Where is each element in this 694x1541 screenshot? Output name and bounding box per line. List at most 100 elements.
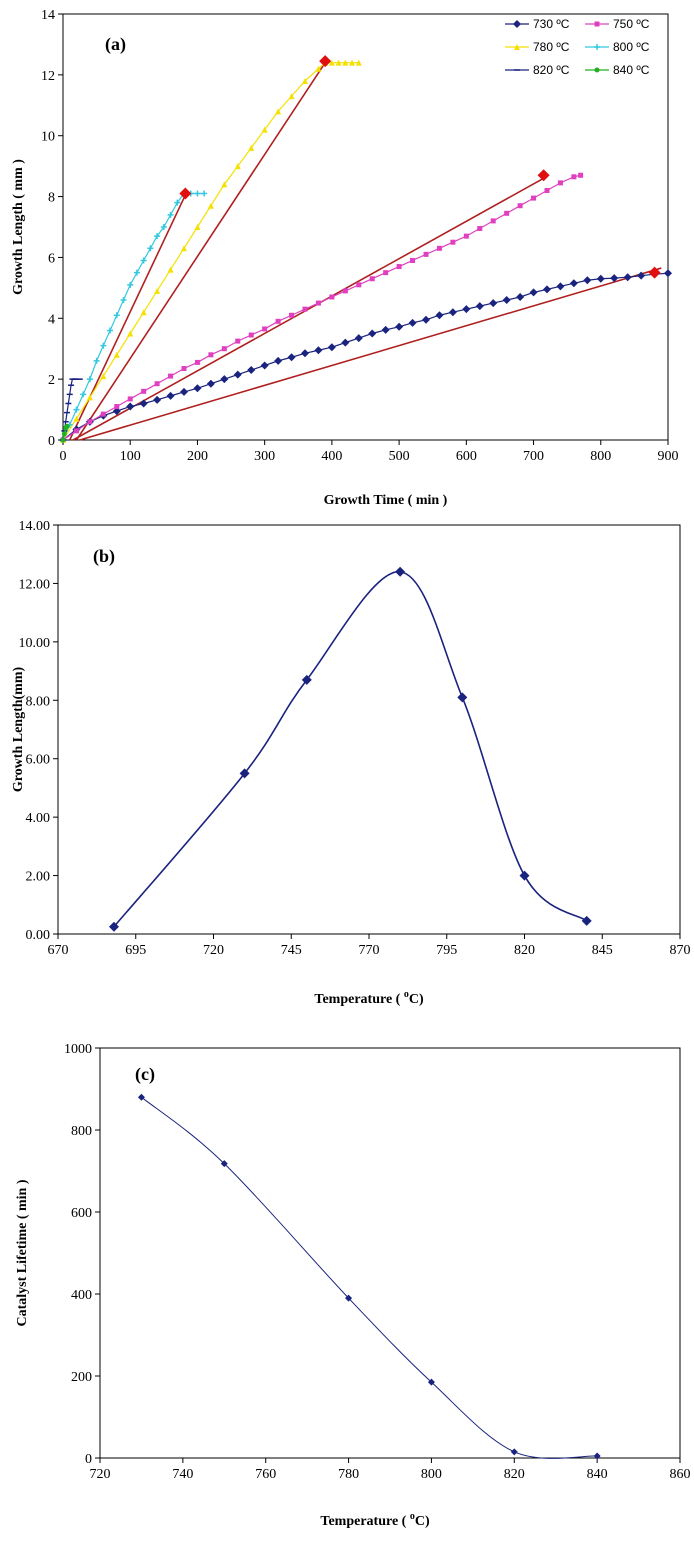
panel-a-data-point <box>206 379 215 388</box>
panel-a-data-point <box>154 287 161 294</box>
panel-c-data-point <box>345 1294 353 1302</box>
panel-a-data-point <box>262 326 268 332</box>
panel-a-data-point <box>100 411 106 417</box>
panel-a-y-tick-label: 4 <box>48 312 55 327</box>
panel-a-y-tick-label: 0 <box>48 434 55 449</box>
panel-a-x-tick-label: 900 <box>658 449 679 464</box>
panel-a-y-tick-label: 12 <box>41 69 55 84</box>
panel-a-data-point <box>112 407 121 416</box>
panel-a-data-point <box>477 226 483 232</box>
panel-a-data-point <box>301 349 309 358</box>
panel-b-y-tick-label: 0.00 <box>26 928 51 943</box>
panel-a-data-point <box>327 343 336 352</box>
panel-a-data-point <box>73 415 80 422</box>
panel-c-y-axis-title: Catalyst Lifetime ( min ) <box>15 1179 30 1326</box>
panel-a-data-point <box>126 402 135 411</box>
panel-c-data-point <box>593 1452 601 1460</box>
panel-a-data-point <box>328 59 335 66</box>
panel-c-x-tick-label: 800 <box>421 1467 442 1482</box>
panel-c-x-tick-label: 860 <box>670 1467 691 1482</box>
panel-b-y-tick-label: 8.00 <box>26 694 51 709</box>
panel-a-data-point <box>462 305 471 314</box>
panel-a-data-point <box>335 59 342 66</box>
panel-a-data-point <box>383 270 389 276</box>
panel-a-data-point <box>368 329 377 338</box>
panel-b-y-tick-label: 14.00 <box>19 519 51 534</box>
panel-b-x-tick-label: 695 <box>125 943 146 958</box>
panel-a-data-point <box>596 274 605 283</box>
panel-a-fit-line <box>75 62 326 441</box>
panel-a-x-tick-label: 600 <box>456 449 477 464</box>
panel-a-data-point <box>569 279 578 288</box>
panel-b-x-tick-label: 670 <box>48 943 69 958</box>
panel-a-data-point <box>113 312 120 319</box>
panel-a-data-point <box>64 423 70 429</box>
panel-a-series-line <box>62 272 669 441</box>
panel-a-end-marker <box>648 266 661 279</box>
panel-c-plot-frame <box>99 1047 681 1459</box>
panel-a-data-point <box>287 353 296 362</box>
panel-a-data-point <box>261 126 268 133</box>
panel-a-legend-marker <box>594 21 600 27</box>
panel-b-x-axis-title: Temperature ( oC) <box>314 989 424 1007</box>
panel-a-fit-line <box>68 194 187 441</box>
panel-a-label: (a) <box>105 34 126 55</box>
panel-c-x-tick-label: 780 <box>338 1467 359 1482</box>
panel-b-y-tick-label: 12.00 <box>19 577 51 592</box>
panel-c-y-tick-label: 1000 <box>64 1042 92 1057</box>
panel-a-data-point <box>73 406 80 413</box>
panel-c-y-tick-label: 800 <box>71 1124 92 1139</box>
panel-a-data-point <box>504 210 510 216</box>
panel-a-plot-frame <box>62 13 669 441</box>
panel-a-data-point <box>87 419 93 425</box>
panel-a-end-marker <box>179 187 192 200</box>
panel-a-data-point <box>193 384 202 393</box>
panel-a-x-tick-label: 400 <box>321 449 342 464</box>
panel-a-data-point <box>341 338 350 347</box>
panel-b-y-axis-title: Growth Length(mm) <box>11 666 26 792</box>
panel-a-data-point <box>194 359 200 365</box>
panel-a-data-point <box>181 245 187 252</box>
panel-a-x-tick-label: 100 <box>120 449 141 464</box>
panel-b-y-tick-label: 4.00 <box>26 811 51 826</box>
panel-a-data-point <box>450 239 456 245</box>
panel-b-data-point <box>108 921 119 932</box>
panel-c-data-point <box>220 1160 228 1168</box>
panel-a-data-point <box>369 276 375 282</box>
panel-a-y-tick-label: 8 <box>48 191 55 206</box>
panel-a-data-point <box>410 257 416 263</box>
panel-a-data-point <box>436 245 442 251</box>
panel-a-legend-marker <box>514 44 520 50</box>
panel-a-data-point <box>248 144 255 151</box>
panel-a-data-point <box>381 325 390 334</box>
panel-a-data-point <box>60 437 66 443</box>
panel-a-data-point <box>133 269 140 276</box>
panel-c-x-tick-label: 720 <box>90 1467 111 1482</box>
panel-a-data-point <box>181 365 187 371</box>
panel-a-end-marker <box>537 169 550 182</box>
panel-a-data-point <box>100 342 107 349</box>
panel-a-data-point <box>235 338 241 344</box>
panel-a-data-point <box>408 318 417 327</box>
panel-a-data-point <box>100 373 107 380</box>
panel-a-data-point <box>86 394 93 401</box>
panel-a-legend-label: 780 ºC <box>533 40 570 54</box>
panel-a-data-point <box>329 294 335 300</box>
panel-c-x-axis-title: Temperature ( oC) <box>320 1511 430 1529</box>
panel-a-data-point <box>194 190 201 197</box>
panel-a-legend-label: 840 ºC <box>613 63 650 77</box>
panel-a-data-point <box>127 396 133 402</box>
panel-a-data-point <box>220 375 229 384</box>
panel-b-data-point <box>457 692 468 703</box>
panel-a-y-axis-title: Growth Length ( mm ) <box>11 159 26 295</box>
panel-a-data-point <box>302 306 308 312</box>
panel-a-data-point <box>342 59 349 66</box>
panel-a-data-point <box>154 233 161 240</box>
panel-a-data-point <box>517 203 523 209</box>
panel-a-x-tick-label: 0 <box>60 449 67 464</box>
panel-c-data-point <box>137 1093 145 1101</box>
panel-b-x-tick-label: 770 <box>359 943 380 958</box>
panel-a-data-point <box>154 381 160 387</box>
panel-a-data-point <box>107 327 114 334</box>
panel-a-data-point <box>489 299 498 308</box>
